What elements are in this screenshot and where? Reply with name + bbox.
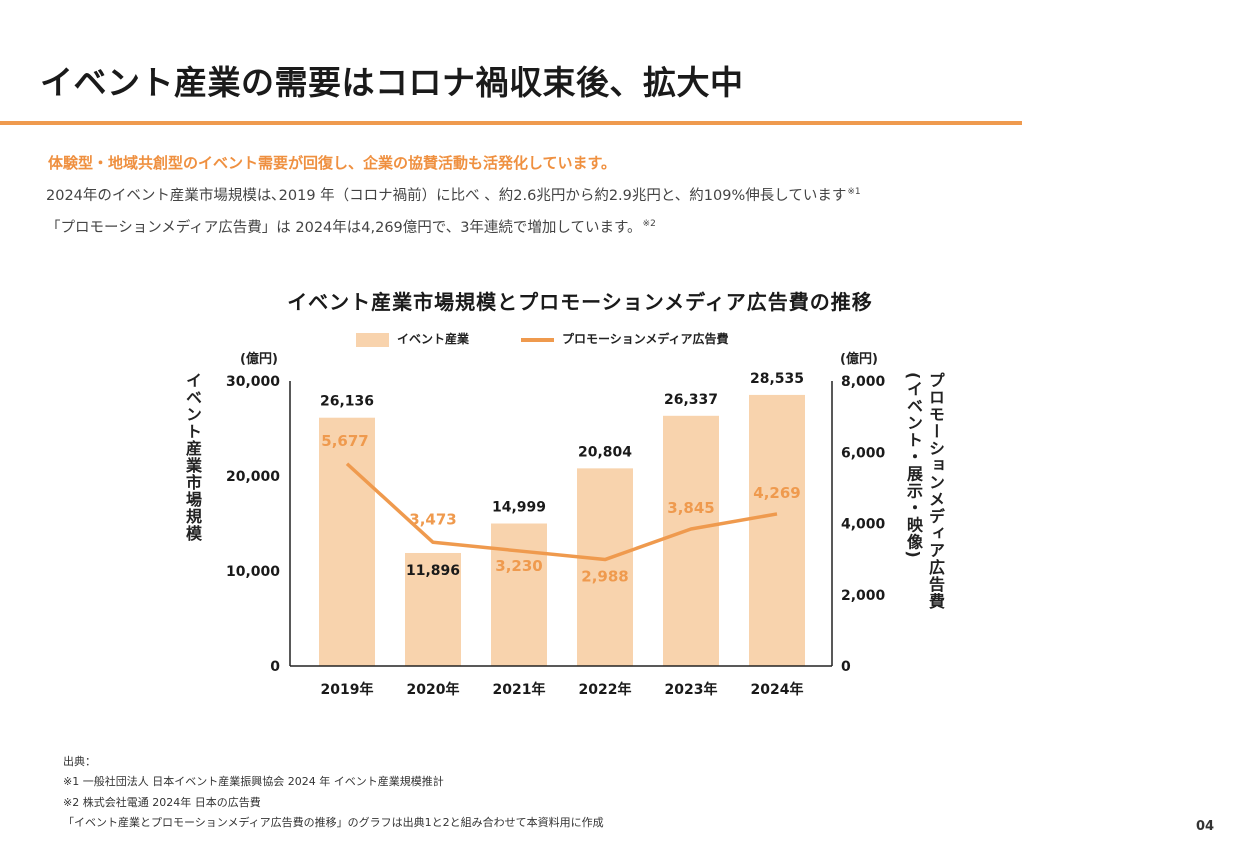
bar-4 xyxy=(663,415,719,666)
promo-media-line xyxy=(345,462,778,562)
page-number: 04 xyxy=(1196,819,1215,834)
legend-label-promo-media: プロモーションメディア広告費 xyxy=(562,332,729,346)
x-tick-label-0: 2019年 xyxy=(321,681,374,698)
bar-0 xyxy=(319,417,375,666)
left-tick-label-3: 30,000 xyxy=(226,374,280,390)
line-value-label-1: 3,473 xyxy=(409,510,456,528)
bar-value-label-3: 20,804 xyxy=(578,444,632,460)
chart-title: イベント産業市場規模とプロモーションメディア広告費の推移 xyxy=(287,290,873,314)
bar-3 xyxy=(577,468,633,666)
source-note-1: ※1 一般社団法人 日本イベント産業振興協会 2024 年 イベント産業規模推計 xyxy=(63,775,444,788)
right-axis-unit: (億円) xyxy=(840,352,878,367)
lead-text: 体験型・地域共創型のイベント需要が回復し、企業の協賛活動も活発化しています。 xyxy=(48,154,617,172)
source-heading: 出典： xyxy=(63,755,96,768)
right-tick-label-0: 0 xyxy=(841,659,851,675)
legend-swatch-bar xyxy=(356,332,389,347)
left-axis-label: イベント産業市場規模 xyxy=(183,372,202,542)
left-axis-unit: (億円) xyxy=(240,352,278,367)
line-value-label-3: 2,988 xyxy=(581,568,628,586)
right-tick-label-1: 2,000 xyxy=(841,588,886,604)
right-axis-label: プロモーションメディア広告費 (イベント・展示・映像) xyxy=(902,372,946,610)
source-note-2: ※2 株式会社電通 2024年 日本の広告費 xyxy=(63,796,261,809)
bar-value-label-0: 26,136 xyxy=(320,394,374,410)
line-value-label-0: 5,677 xyxy=(321,432,368,450)
right-tick-label-3: 6,000 xyxy=(841,445,886,461)
left-tick-label-2: 20,000 xyxy=(226,469,280,485)
bar-5 xyxy=(749,394,805,666)
right-axis-label-sub: (イベント・展示・映像) xyxy=(904,372,923,559)
line-value-label-4: 3,845 xyxy=(667,499,714,517)
source-note-graph: 「イベント産業とプロモーションメディア広告費の推移」のグラフは出典1と2と組み合… xyxy=(63,816,604,829)
bar-1 xyxy=(405,552,461,666)
right-axis-label-main: プロモーションメディア広告費 xyxy=(926,372,945,610)
title-underline xyxy=(0,121,1022,125)
x-tick-label-1: 2020年 xyxy=(407,681,460,698)
body-line-adspend-text: 「プロモーションメディア広告費」は 2024年は4,269億円で、3年連続で増加… xyxy=(46,220,642,236)
bar-value-label-2: 14,999 xyxy=(492,500,546,516)
x-tick-label-3: 2022年 xyxy=(579,681,632,698)
legend-label-event-industry: イベント産業 xyxy=(397,332,470,346)
left-tick-label-1: 10,000 xyxy=(226,564,280,580)
line-value-label-2: 3,230 xyxy=(495,557,542,575)
bar-value-label-1: 11,896 xyxy=(406,563,460,579)
x-tick-label-4: 2023年 xyxy=(665,681,718,698)
legend-item-promo-media: プロモーションメディア広告費 xyxy=(521,330,729,347)
bar-value-label-5: 28,535 xyxy=(750,371,804,387)
right-tick-label-4: 8,000 xyxy=(841,374,886,390)
legend-swatch-line xyxy=(521,337,554,342)
page-title: イベント産業の需要はコロナ禍収束後、拡大中 xyxy=(40,63,744,102)
bar-value-label-4: 26,337 xyxy=(664,392,718,408)
x-tick-label-5: 2024年 xyxy=(751,681,804,698)
right-tick-label-2: 4,000 xyxy=(841,517,886,533)
body-line-market-text: 2024年のイベント産業市場規模は､2019 年（コロナ禍前）に比べ 、約2.6… xyxy=(46,188,847,204)
left-tick-label-0: 0 xyxy=(270,659,280,675)
body-line-market: 2024年のイベント産業市場規模は､2019 年（コロナ禍前）に比べ 、約2.6… xyxy=(46,184,861,205)
x-tick-label-2: 2021年 xyxy=(493,681,546,698)
bar-2 xyxy=(491,523,547,666)
legend-item-event-industry: イベント産業 xyxy=(356,330,469,347)
body-line-adspend: 「プロモーションメディア広告費」は 2024年は4,269億円で、3年連続で増加… xyxy=(46,216,656,237)
footnote-ref-2: ※2 xyxy=(642,219,656,230)
footnote-ref-1: ※1 xyxy=(847,187,861,198)
line-value-label-5: 4,269 xyxy=(753,484,800,502)
